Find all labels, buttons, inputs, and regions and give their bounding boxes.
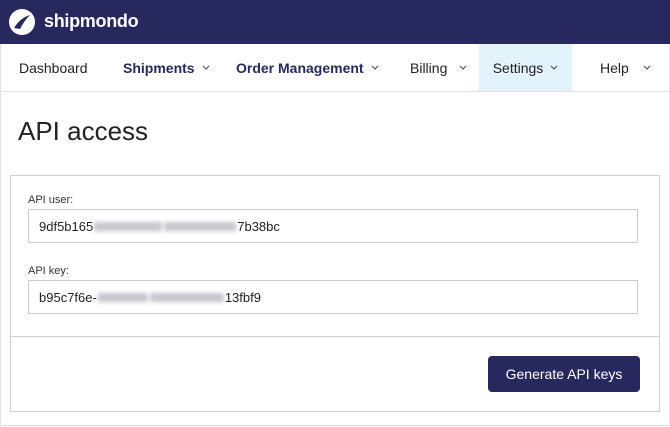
field-label: API key: [28,265,69,277]
nav-label: Settings [492,59,544,76]
field-value: b95c7f6e- [39,289,97,305]
chevron [371,65,378,70]
nav-item[interactable]: Billing [410,44,467,91]
redaction [94,221,163,231]
nav-item[interactable]: Shipments [123,44,210,91]
divider [10,336,660,337]
nav-label: Help [600,59,629,76]
brand[interactable]: shipmondo [44,11,139,31]
nav-item[interactable]: Help [600,44,651,91]
nav-label: Shipments [123,59,195,76]
field-label: API user: [28,194,74,206]
nav-item[interactable]: Order Management [236,44,379,91]
chevron [202,65,209,70]
field-value: 9df5b165 [39,218,94,234]
nav-label: Order Management [236,59,364,76]
chevron [460,65,467,70]
redaction [164,221,237,231]
redaction [149,292,224,302]
generate-button[interactable]: Generate API keys [488,356,640,392]
field-value: 13fbf9 [224,289,261,305]
nav-item[interactable]: Dashboard [19,44,88,91]
text-field[interactable]: 9df5b165 7b38bc [28,209,638,243]
chevron [643,65,651,70]
nav-label: Dashboard [19,59,88,76]
page-title: API access [18,116,149,146]
nav-bar: Dashboard Shipments Order Management Bil… [0,44,670,92]
nav-item[interactable]: Settings [479,44,572,91]
panel [10,175,660,412]
top-bar: shipmondo [0,0,670,44]
field-value: 7b38bc [237,218,280,234]
chevron [550,65,558,70]
logo[interactable] [8,8,36,36]
text-field[interactable]: b95c7f6e- 13fbf9 [28,280,638,314]
redaction [97,292,148,302]
nav-label: Billing [410,59,448,76]
